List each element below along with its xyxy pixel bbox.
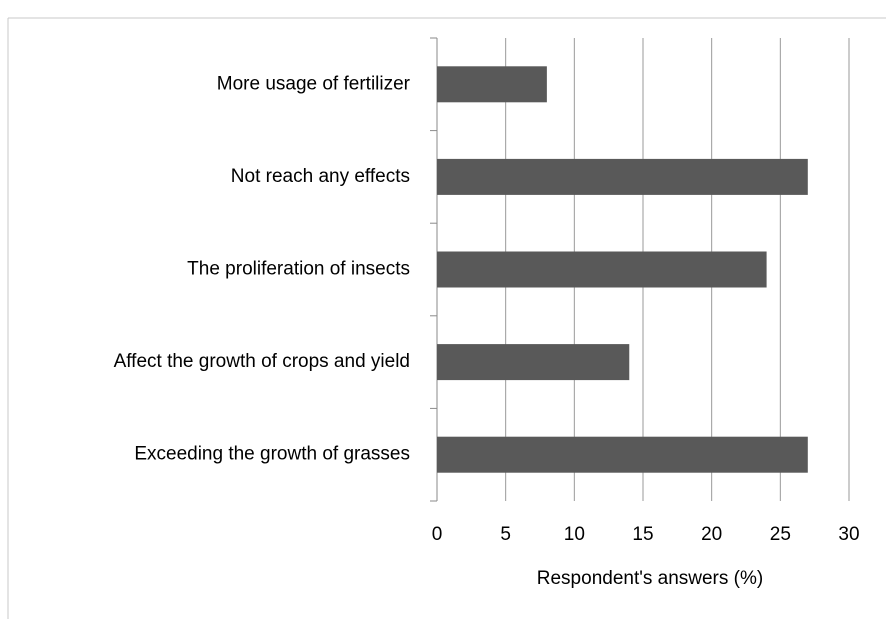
x-tick-label: 0 [432, 524, 443, 545]
y-tick-label: Exceeding the growth of grasses [134, 444, 410, 465]
bar [437, 344, 630, 381]
y-tick-label: More usage of fertilizer [217, 73, 411, 94]
x-tick-label: 20 [701, 524, 722, 545]
bar [437, 158, 808, 195]
y-tick-label: Affect the growth of crops and yield [114, 351, 410, 372]
y-tick-label: Not reach any effects [231, 166, 410, 187]
bar [437, 251, 767, 288]
y-tick-label: The proliferation of insects [187, 259, 410, 280]
bar [437, 436, 808, 473]
x-tick-label: 25 [770, 524, 791, 545]
x-tick-label: 10 [564, 524, 585, 545]
x-tick-label: 5 [500, 524, 511, 545]
x-axis-title: Respondent's answers (%) [537, 568, 763, 589]
x-tick-label: 30 [838, 524, 859, 545]
x-tick-label: 15 [632, 524, 653, 545]
bar [437, 66, 547, 103]
